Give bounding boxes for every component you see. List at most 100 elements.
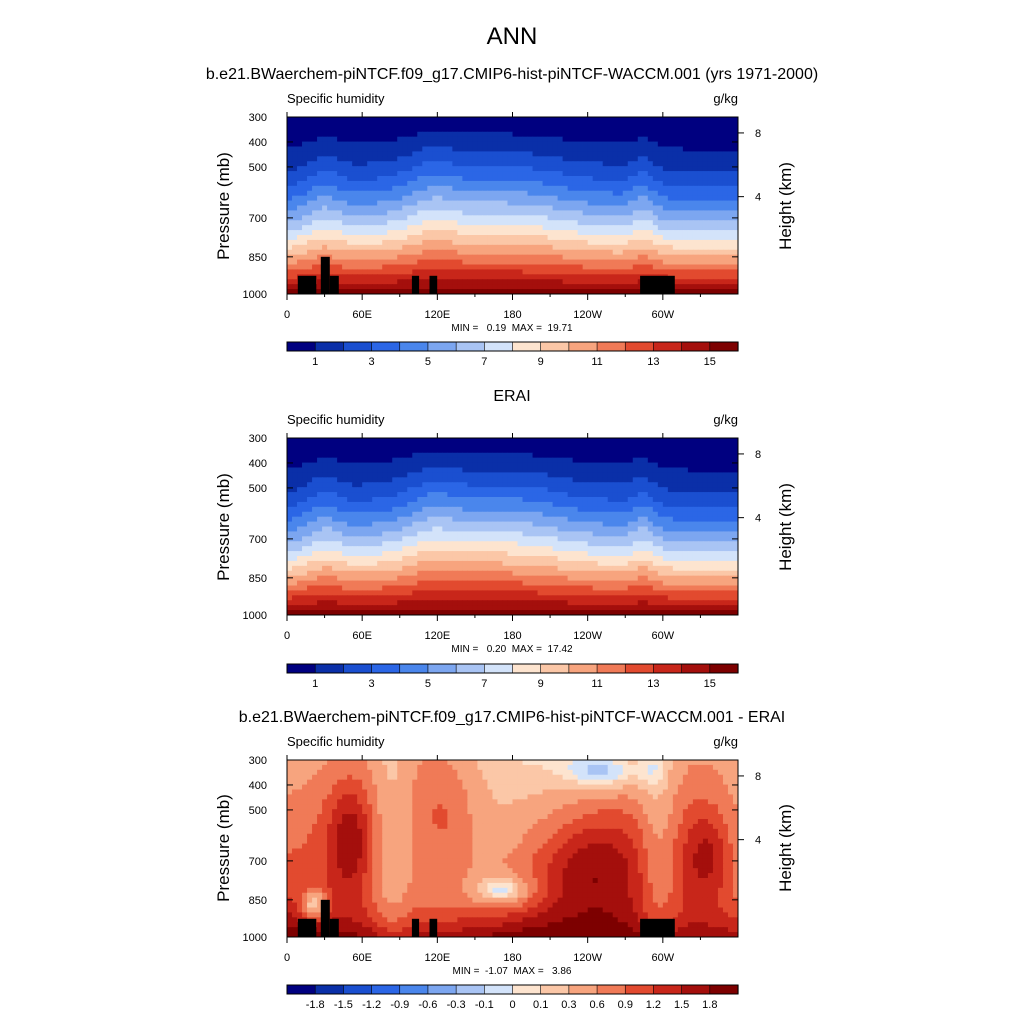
field-cell <box>342 260 348 266</box>
field-cell <box>658 463 664 469</box>
field-cell <box>548 487 554 493</box>
field-cell <box>703 507 709 513</box>
field-cell <box>347 477 353 483</box>
field-cell <box>533 453 539 459</box>
field-cell <box>422 176 428 182</box>
field-cell <box>718 443 724 449</box>
field-cell <box>447 453 453 459</box>
field-cell <box>648 250 654 256</box>
field-cell <box>713 127 719 133</box>
field-cell <box>658 117 664 123</box>
field-cell <box>302 265 308 271</box>
field-cell <box>307 181 313 187</box>
field-cell <box>653 453 659 459</box>
field-cell <box>342 497 348 503</box>
field-cell <box>332 137 338 143</box>
field-cell <box>623 274 629 280</box>
field-cell <box>693 502 699 508</box>
field-cell <box>437 191 443 197</box>
field-cell <box>292 147 298 153</box>
field-cell <box>302 269 308 275</box>
field-cell <box>417 497 423 503</box>
field-cell <box>633 507 639 513</box>
field-cell <box>698 156 704 162</box>
field-cell <box>513 147 519 153</box>
field-cell <box>322 225 328 231</box>
field-cell <box>688 186 694 192</box>
field-cell <box>513 122 519 128</box>
field-cell <box>698 127 704 133</box>
field-cell <box>407 196 413 202</box>
field-cell <box>608 284 614 290</box>
field-cell <box>673 487 679 493</box>
field-cell <box>688 196 694 202</box>
field-cell <box>523 482 529 488</box>
field-cell <box>307 527 313 533</box>
field-cell <box>492 438 498 444</box>
field-cell <box>583 274 589 280</box>
field-cell <box>412 492 418 498</box>
field-cell <box>518 151 524 157</box>
field-cell <box>533 127 539 133</box>
field-cell <box>332 117 338 123</box>
field-cell <box>653 181 659 187</box>
field-cell <box>472 137 478 143</box>
field-cell <box>327 151 333 157</box>
field-cell <box>513 142 519 148</box>
colorbar-label: 15 <box>704 356 716 368</box>
field-cell <box>718 463 724 469</box>
field-cell <box>292 443 298 449</box>
field-cell <box>462 477 468 483</box>
field-cell <box>342 448 348 454</box>
field-cell <box>347 517 353 523</box>
field-cell <box>643 127 649 133</box>
field-cell <box>598 463 604 469</box>
field-cell <box>618 156 624 162</box>
field-cell <box>668 463 674 469</box>
field-cell <box>372 448 378 454</box>
field-cell <box>698 265 704 271</box>
field-cell <box>628 220 634 226</box>
field-cell <box>392 522 398 528</box>
field-cell <box>673 161 679 167</box>
field-cell <box>392 453 398 459</box>
field-cell <box>573 137 579 143</box>
field-cell <box>618 260 624 266</box>
field-cell <box>302 240 308 246</box>
field-cell <box>492 279 498 285</box>
field-cell <box>723 438 729 444</box>
field-cell <box>402 191 408 197</box>
field-cell <box>447 497 453 503</box>
field-cell <box>553 156 559 162</box>
field-cell <box>638 269 644 275</box>
field-cell <box>613 522 619 528</box>
field-cell <box>713 458 719 464</box>
field-cell <box>487 458 493 464</box>
field-cell <box>623 502 629 508</box>
field-cell <box>492 230 498 236</box>
field-cell <box>407 206 413 212</box>
field-cell <box>588 171 594 177</box>
field-cell <box>342 463 348 469</box>
field-cell <box>297 151 303 157</box>
field-cell <box>558 443 564 449</box>
field-cell <box>608 147 614 153</box>
field-cell <box>457 448 463 454</box>
field-cell <box>422 186 428 192</box>
field-cell <box>482 210 488 216</box>
field-cell <box>588 458 594 464</box>
y-axis-right-ticks: 84 <box>738 128 761 204</box>
colorbar-swatch <box>653 342 681 351</box>
field-cell <box>337 196 343 202</box>
field-cell <box>593 147 599 153</box>
field-cell <box>507 176 513 182</box>
field-cell <box>728 181 734 187</box>
field-cell <box>392 260 398 266</box>
field-cell <box>553 482 559 488</box>
field-cell <box>327 240 333 246</box>
field-cell <box>558 240 564 246</box>
field-cell <box>457 132 463 138</box>
field-cell <box>703 492 709 498</box>
field-cell <box>292 279 298 285</box>
field-cell <box>452 245 458 251</box>
